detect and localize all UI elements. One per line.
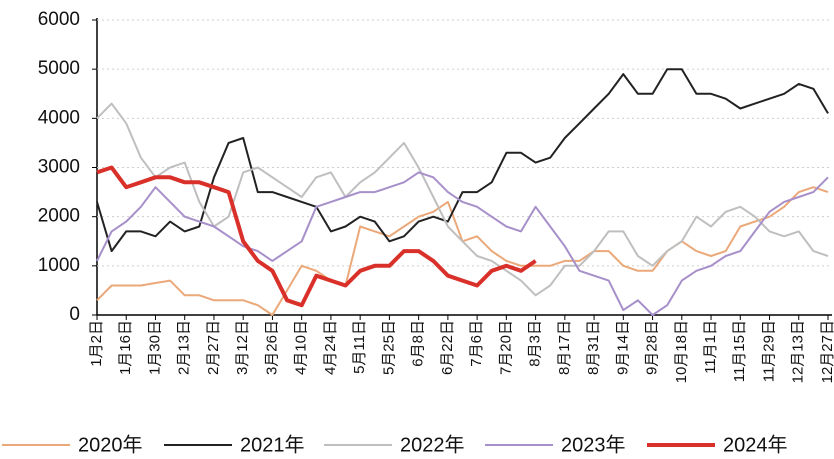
x-tick-label: 11月1日 <box>702 320 719 374</box>
series-line <box>96 171 829 316</box>
y-tick-label: 0 <box>69 304 80 325</box>
y-tick-label: 2000 <box>38 206 80 227</box>
x-tick-label: 9月28日 <box>644 320 661 375</box>
series-line <box>96 68 829 253</box>
x-tick-label: 5月25日 <box>380 320 397 375</box>
x-tick-label: 4月24日 <box>322 320 339 375</box>
x-tick-label: 5月11日 <box>351 320 368 374</box>
legend-label: 2024年 <box>723 433 788 456</box>
x-tick-label: 7月6日 <box>468 320 485 367</box>
y-tick-label: 5000 <box>38 58 80 79</box>
y-tick-label: 4000 <box>38 107 80 128</box>
y-tick-label: 6000 <box>38 9 80 30</box>
x-tick-label: 9月14日 <box>614 320 631 375</box>
y-tick-label: 3000 <box>38 157 80 178</box>
x-tick-label: 12月27日 <box>819 320 834 383</box>
x-tick-label: 8月17日 <box>556 320 573 375</box>
y-tick-label: 1000 <box>38 255 80 276</box>
x-tick-label: 11月29日 <box>760 320 777 382</box>
x-tick-label: 8月31日 <box>585 320 602 375</box>
series-line <box>96 165 537 308</box>
x-tick-label: 11月15日 <box>731 320 748 382</box>
x-tick-label: 3月26日 <box>263 320 280 375</box>
x-tick-label: 2月27日 <box>205 320 222 375</box>
x-tick-label: 3月12日 <box>234 320 251 375</box>
series-line <box>96 102 829 297</box>
series-line <box>96 186 829 316</box>
x-tick-label: 10月18日 <box>673 320 690 383</box>
legend-label: 2022年 <box>400 433 465 456</box>
x-tick-label: 7月20日 <box>497 320 514 375</box>
x-tick-label: 6月8日 <box>410 320 427 367</box>
legend-label: 2020年 <box>78 433 143 456</box>
x-tick-label: 4月10日 <box>293 320 310 375</box>
legend-label: 2021年 <box>240 433 305 456</box>
x-tick-label: 1月16日 <box>117 320 134 375</box>
x-tick-label: 12月13日 <box>790 320 807 383</box>
x-tick-label: 6月22日 <box>439 320 456 375</box>
legend-label: 2023年 <box>561 433 626 456</box>
x-tick-label: 8月3日 <box>527 320 544 367</box>
x-tick-label: 1月2日 <box>88 320 105 367</box>
x-tick-label: 2月13日 <box>176 320 193 375</box>
x-tick-label: 1月30日 <box>146 320 163 375</box>
